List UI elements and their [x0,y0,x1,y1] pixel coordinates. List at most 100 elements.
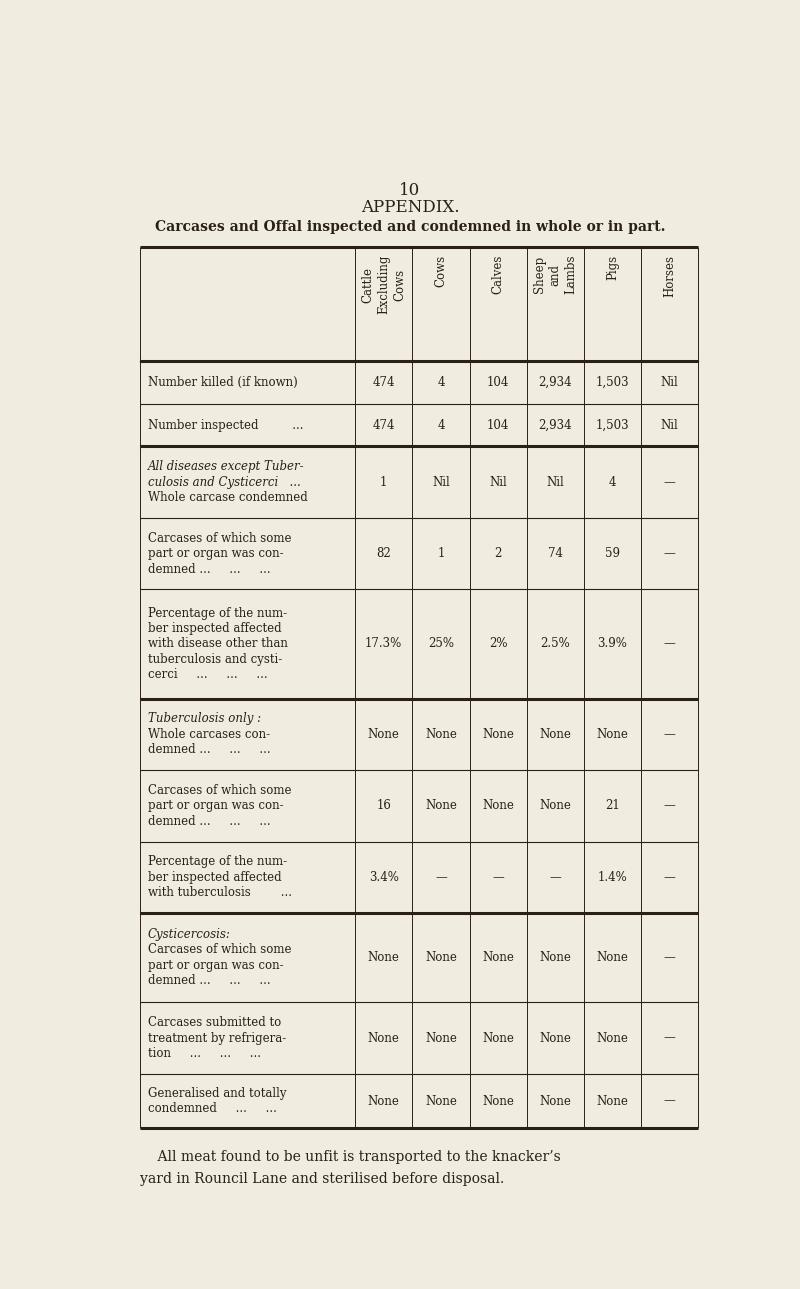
Text: None: None [482,951,514,964]
Text: 74: 74 [548,547,563,561]
Text: —: — [435,871,446,884]
Text: culosis and Cysticerci   ...: culosis and Cysticerci ... [148,476,301,489]
Text: Cattle
Excluding
Cows: Cattle Excluding Cows [362,255,406,315]
Text: None: None [368,1094,400,1107]
Text: 2: 2 [494,547,502,561]
Text: tuberculosis and cysti-: tuberculosis and cysti- [148,654,282,666]
Text: Cows: Cows [434,255,447,287]
Text: 1,503: 1,503 [596,376,630,389]
Text: Whole carcase condemned: Whole carcase condemned [148,491,307,504]
Text: None: None [425,799,457,812]
Text: None: None [539,728,571,741]
Text: —: — [492,871,504,884]
Text: condemned     ...     ...: condemned ... ... [148,1102,277,1115]
Text: None: None [597,1094,629,1107]
Text: 474: 474 [373,419,395,432]
Text: 59: 59 [605,547,620,561]
Text: Whole carcases con-: Whole carcases con- [148,728,270,741]
Text: treatment by refrigera-: treatment by refrigera- [148,1031,286,1044]
Text: None: None [425,951,457,964]
Text: 474: 474 [373,376,395,389]
Text: 2.5%: 2.5% [541,638,570,651]
Text: Percentage of the num-: Percentage of the num- [148,856,287,869]
Text: —: — [664,1031,675,1044]
Text: —: — [664,547,675,561]
Text: demned ...     ...     ...: demned ... ... ... [148,562,270,576]
Text: Generalised and totally: Generalised and totally [148,1087,286,1100]
Text: tion     ...     ...     ...: tion ... ... ... [148,1047,261,1060]
Text: Calves: Calves [492,255,505,294]
Text: Carcases of which some: Carcases of which some [148,532,291,545]
Text: None: None [597,951,629,964]
Text: None: None [482,1094,514,1107]
Text: None: None [482,799,514,812]
Text: 16: 16 [376,799,391,812]
Text: 21: 21 [605,799,620,812]
Text: None: None [539,1031,571,1044]
Text: Carcases of which some: Carcases of which some [148,944,291,956]
Text: —: — [550,871,561,884]
Text: APPENDIX.: APPENDIX. [361,200,459,217]
Text: 4: 4 [437,419,445,432]
Text: Sheep
and
Lambs: Sheep and Lambs [533,255,578,294]
Text: —: — [664,728,675,741]
Text: ber inspected affected: ber inspected affected [148,623,282,635]
Text: part or organ was con-: part or organ was con- [148,547,283,561]
Text: ber inspected affected: ber inspected affected [148,871,282,884]
Text: Carcases of which some: Carcases of which some [148,784,291,797]
Text: 2,934: 2,934 [538,376,572,389]
Text: —: — [664,1094,675,1107]
Text: demned ...     ...     ...: demned ... ... ... [148,815,270,828]
Text: 1: 1 [438,547,445,561]
Text: 10: 10 [399,183,421,200]
Text: 3.9%: 3.9% [598,638,627,651]
Text: Nil: Nil [661,376,678,389]
Text: 2%: 2% [489,638,507,651]
Text: Horses: Horses [663,255,676,296]
Text: None: None [539,799,571,812]
Text: 17.3%: 17.3% [365,638,402,651]
Text: Cysticercosis:: Cysticercosis: [148,928,230,941]
Text: Number inspected         ...: Number inspected ... [148,419,303,432]
Text: —: — [664,799,675,812]
Text: 1.4%: 1.4% [598,871,627,884]
Text: —: — [664,638,675,651]
Text: None: None [425,1094,457,1107]
Text: None: None [368,728,400,741]
Text: None: None [368,951,400,964]
Text: None: None [597,1031,629,1044]
Text: Nil: Nil [661,419,678,432]
Text: None: None [539,1094,571,1107]
Text: All diseases except Tuber-: All diseases except Tuber- [148,460,304,473]
Text: cerci     ...     ...     ...: cerci ... ... ... [148,668,267,682]
Text: None: None [482,1031,514,1044]
Text: 4: 4 [437,376,445,389]
Text: None: None [597,728,629,741]
Text: Nil: Nil [546,476,564,489]
Text: Carcases submitted to: Carcases submitted to [148,1016,281,1029]
Text: Carcases and Offal inspected and condemned in whole or in part.: Carcases and Offal inspected and condemn… [154,220,666,235]
Text: 1: 1 [380,476,387,489]
Text: 82: 82 [376,547,391,561]
Text: —: — [664,476,675,489]
Text: 2,934: 2,934 [538,419,572,432]
Text: Pigs: Pigs [606,255,619,280]
Text: 4: 4 [609,476,616,489]
Text: None: None [482,728,514,741]
Text: None: None [425,728,457,741]
Text: None: None [425,1031,457,1044]
Text: 3.4%: 3.4% [369,871,398,884]
Text: Nil: Nil [432,476,450,489]
Text: Tuberculosis only :: Tuberculosis only : [148,713,261,726]
Text: None: None [368,1031,400,1044]
Text: Nil: Nil [490,476,507,489]
Text: 1,503: 1,503 [596,419,630,432]
Text: 25%: 25% [428,638,454,651]
Text: —: — [664,951,675,964]
Text: demned ...     ...     ...: demned ... ... ... [148,974,270,987]
Text: 104: 104 [487,419,510,432]
Text: demned ...     ...     ...: demned ... ... ... [148,744,270,757]
Text: Number killed (if known): Number killed (if known) [148,376,298,389]
Text: yard in Rouncil Lane and sterilised before disposal.: yard in Rouncil Lane and sterilised befo… [140,1172,505,1186]
Text: with disease other than: with disease other than [148,638,288,651]
